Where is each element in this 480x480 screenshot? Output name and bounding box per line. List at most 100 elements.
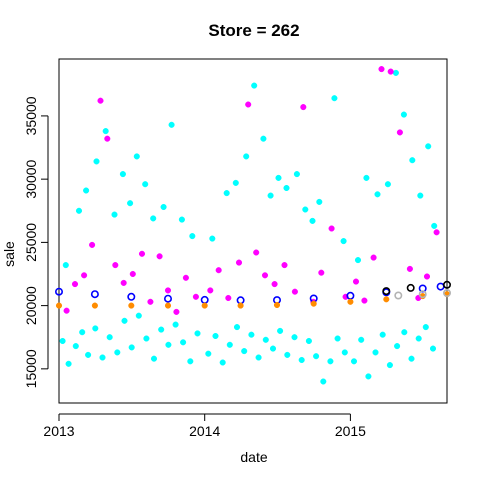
data-point — [340, 238, 347, 245]
data-point — [165, 341, 172, 348]
data-point — [83, 187, 90, 194]
data-point — [241, 348, 248, 355]
data-point — [225, 294, 232, 302]
data-point — [219, 359, 226, 366]
data-point — [75, 207, 83, 214]
data-point — [63, 307, 70, 314]
x-tick-label: 2015 — [335, 423, 366, 439]
data-point — [212, 332, 219, 340]
data-point — [442, 280, 451, 289]
data-point — [382, 287, 391, 296]
plot-frame — [58, 58, 448, 404]
data-point — [374, 191, 381, 198]
data-point — [215, 267, 222, 274]
data-point — [255, 354, 262, 361]
data-point — [423, 273, 431, 280]
data-point — [261, 272, 269, 279]
data-point — [194, 330, 201, 337]
data-point — [114, 349, 121, 356]
data-point — [406, 265, 413, 272]
data-point — [310, 300, 317, 307]
data-points — [54, 66, 451, 385]
data-point — [164, 302, 172, 309]
data-point — [111, 211, 118, 218]
data-point — [164, 294, 173, 303]
data-point — [283, 184, 290, 192]
x-axis-label: date — [240, 449, 267, 465]
data-point — [138, 250, 146, 257]
data-point — [54, 287, 63, 296]
series-gray — [394, 288, 451, 300]
data-point — [302, 206, 309, 213]
data-point — [352, 278, 360, 285]
data-point — [318, 269, 325, 276]
data-point — [372, 349, 379, 356]
data-point — [436, 282, 445, 291]
data-point — [178, 216, 185, 223]
data-point — [120, 279, 127, 286]
chart-title: Store = 262 — [208, 21, 299, 40]
data-point — [112, 262, 119, 269]
y-tick-label: 20000 — [23, 286, 39, 325]
data-point — [89, 241, 96, 248]
data-point — [106, 334, 113, 341]
data-point — [442, 288, 451, 297]
data-point — [400, 111, 407, 118]
data-point — [248, 331, 255, 338]
data-point — [396, 129, 403, 136]
y-tick-label: 15000 — [23, 349, 39, 388]
data-point — [232, 179, 239, 186]
data-point — [128, 302, 135, 309]
data-point — [281, 262, 288, 269]
data-point — [200, 295, 209, 304]
data-point — [394, 291, 403, 300]
data-point — [93, 158, 100, 165]
data-point — [370, 254, 377, 261]
data-point — [378, 66, 385, 73]
y-tick-label: 35000 — [23, 96, 39, 135]
data-point — [104, 135, 111, 142]
series-magenta — [63, 66, 440, 315]
data-point — [143, 335, 150, 342]
data-point — [97, 97, 104, 104]
data-point — [433, 229, 440, 236]
data-point — [409, 157, 416, 164]
x-tick-label: 2014 — [189, 423, 220, 439]
data-point — [267, 192, 274, 199]
data-point — [160, 203, 167, 211]
data-point — [168, 121, 175, 128]
data-point — [293, 171, 300, 178]
y-axis: 15000 20000 25000 30000 35000 — [23, 96, 49, 388]
data-point — [99, 354, 106, 361]
data-point — [237, 302, 244, 309]
data-point — [92, 325, 99, 332]
data-point — [71, 281, 79, 288]
data-point — [379, 331, 386, 338]
data-point — [129, 270, 136, 278]
data-point — [291, 334, 298, 341]
data-point — [309, 217, 316, 224]
series-orange — [55, 291, 451, 309]
data-point — [127, 292, 136, 301]
data-point — [142, 181, 149, 188]
y-tick-label: 30000 — [23, 159, 39, 198]
data-point — [133, 153, 140, 160]
data-point — [313, 353, 320, 360]
data-point — [320, 378, 327, 385]
data-point — [277, 327, 284, 334]
data-point — [90, 290, 99, 299]
data-point — [233, 324, 241, 331]
data-point — [284, 351, 291, 358]
series-cyan — [59, 69, 438, 385]
data-point — [251, 82, 258, 89]
data-point — [316, 198, 323, 205]
data-point — [363, 174, 370, 181]
data-point — [223, 190, 230, 197]
data-point — [226, 341, 233, 348]
data-point — [187, 358, 194, 365]
data-point — [347, 298, 354, 305]
data-point — [298, 356, 305, 364]
data-point — [127, 200, 134, 207]
data-point — [331, 95, 338, 102]
